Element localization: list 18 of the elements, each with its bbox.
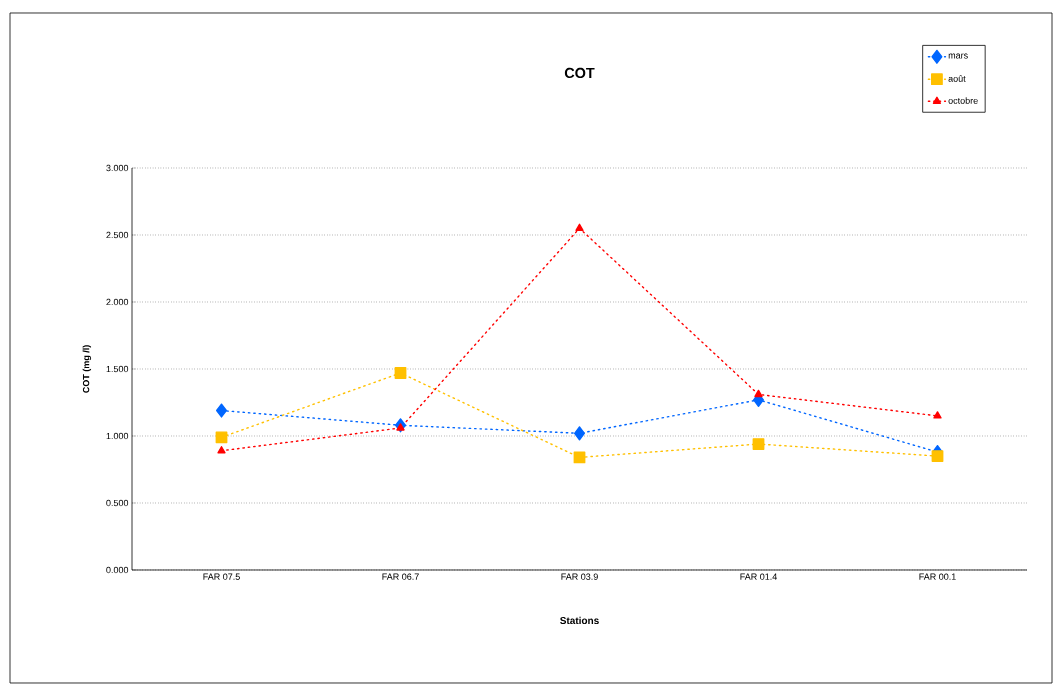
y-axis-title: COT (mg /l) [82, 345, 92, 393]
y-tick-label: 0.500 [106, 499, 129, 507]
x-tick-label: FAR 07.5 [203, 573, 240, 580]
y-tick-label: 1.500 [106, 365, 129, 373]
y-tick-label: 0.000 [106, 566, 129, 574]
y-tick-label: 3.000 [106, 164, 129, 172]
x-tick-label: FAR 06.7 [382, 573, 419, 580]
chart-title: COT [564, 67, 595, 79]
x-tick-label: FAR 00.1 [919, 573, 956, 580]
y-tick-label: 1.000 [106, 432, 129, 440]
x-tick-label: FAR 01.4 [740, 573, 777, 580]
legend-label: octobre [948, 97, 978, 104]
x-tick-label: FAR 03.9 [561, 573, 598, 580]
legend-label: mars [948, 53, 968, 59]
legend-label: août [948, 75, 966, 82]
y-tick-label: 2.000 [106, 298, 129, 306]
x-axis-title: Stations [560, 616, 599, 625]
y-tick-label: 2.500 [106, 231, 129, 239]
